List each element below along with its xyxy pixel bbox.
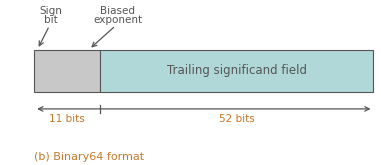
Text: 52 bits: 52 bits [219, 114, 255, 124]
Text: exponent: exponent [93, 15, 142, 25]
Text: Trailing significand field: Trailing significand field [167, 65, 307, 77]
Bar [101, 50, 373, 92]
Text: 11 bits: 11 bits [50, 114, 85, 124]
Text: bit: bit [44, 15, 58, 25]
Text: Sign: Sign [39, 6, 62, 16]
Bar [34, 50, 101, 92]
Text: Biased: Biased [100, 6, 135, 16]
Text: (b) Binary64 format: (b) Binary64 format [34, 152, 144, 162]
